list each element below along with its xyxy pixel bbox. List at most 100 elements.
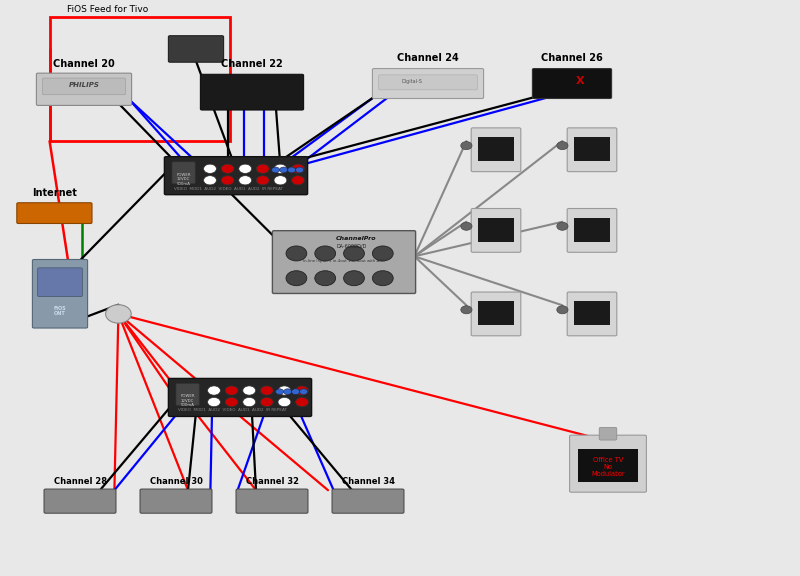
- FancyBboxPatch shape: [378, 75, 478, 90]
- Circle shape: [257, 176, 269, 185]
- FancyBboxPatch shape: [44, 489, 116, 513]
- Circle shape: [221, 176, 234, 185]
- Circle shape: [292, 164, 304, 173]
- Circle shape: [344, 271, 365, 286]
- Text: Channel 26: Channel 26: [541, 54, 603, 63]
- Circle shape: [288, 167, 295, 173]
- Circle shape: [261, 386, 273, 395]
- FancyBboxPatch shape: [471, 209, 521, 252]
- Circle shape: [243, 397, 256, 407]
- Text: In-line Input: 3 in-4out 1-in 4out with AGC: In-line Input: 3 in-4out 1-in 4out with …: [303, 259, 385, 263]
- Circle shape: [373, 246, 394, 261]
- FancyBboxPatch shape: [478, 137, 514, 161]
- Circle shape: [243, 386, 256, 395]
- Circle shape: [296, 397, 308, 407]
- Circle shape: [226, 386, 238, 395]
- FancyBboxPatch shape: [578, 449, 638, 482]
- FancyBboxPatch shape: [38, 268, 82, 297]
- Text: PHILIPS: PHILIPS: [69, 82, 99, 88]
- Circle shape: [278, 397, 291, 407]
- Text: Channel 32: Channel 32: [246, 476, 298, 486]
- FancyBboxPatch shape: [478, 301, 514, 325]
- FancyBboxPatch shape: [17, 203, 92, 223]
- Circle shape: [271, 167, 280, 173]
- Text: Channel 28: Channel 28: [54, 476, 106, 486]
- FancyBboxPatch shape: [567, 128, 617, 172]
- Text: DA-6000D/D: DA-6000D/D: [337, 243, 367, 248]
- Circle shape: [238, 176, 252, 185]
- FancyBboxPatch shape: [478, 218, 514, 241]
- FancyBboxPatch shape: [471, 292, 521, 336]
- Circle shape: [373, 271, 394, 286]
- Text: Internet: Internet: [32, 188, 77, 198]
- FancyBboxPatch shape: [599, 427, 617, 440]
- Text: Channel 20: Channel 20: [53, 59, 115, 69]
- Text: POWER
12VDC
500mA: POWER 12VDC 500mA: [180, 395, 195, 407]
- Circle shape: [275, 389, 283, 395]
- Text: FiOS Feed for Tivo: FiOS Feed for Tivo: [67, 5, 149, 14]
- FancyBboxPatch shape: [533, 69, 611, 98]
- Circle shape: [286, 271, 307, 286]
- Circle shape: [283, 389, 291, 395]
- FancyBboxPatch shape: [169, 378, 311, 416]
- Circle shape: [292, 176, 304, 185]
- FancyBboxPatch shape: [42, 78, 126, 95]
- Circle shape: [557, 142, 568, 150]
- Circle shape: [299, 389, 307, 395]
- Circle shape: [278, 386, 291, 395]
- FancyBboxPatch shape: [574, 301, 610, 325]
- FancyBboxPatch shape: [36, 73, 131, 105]
- Circle shape: [208, 397, 221, 407]
- Circle shape: [274, 164, 287, 173]
- Circle shape: [106, 305, 131, 323]
- Circle shape: [208, 386, 221, 395]
- FancyBboxPatch shape: [574, 218, 610, 241]
- Circle shape: [261, 397, 273, 407]
- FancyBboxPatch shape: [471, 128, 521, 172]
- Text: Digital-S: Digital-S: [402, 79, 422, 84]
- Circle shape: [557, 222, 568, 230]
- FancyBboxPatch shape: [172, 162, 195, 184]
- Circle shape: [461, 306, 472, 314]
- Circle shape: [557, 306, 568, 314]
- Circle shape: [292, 389, 300, 395]
- Circle shape: [274, 176, 287, 185]
- FancyBboxPatch shape: [332, 489, 404, 513]
- Circle shape: [221, 164, 234, 173]
- Text: FiOS
ONT: FiOS ONT: [54, 306, 66, 316]
- Text: Channel 34: Channel 34: [342, 476, 394, 486]
- FancyBboxPatch shape: [140, 489, 212, 513]
- FancyBboxPatch shape: [567, 209, 617, 252]
- Circle shape: [296, 386, 308, 395]
- FancyBboxPatch shape: [165, 157, 307, 195]
- FancyBboxPatch shape: [32, 259, 88, 328]
- FancyBboxPatch shape: [574, 137, 610, 161]
- FancyBboxPatch shape: [373, 69, 483, 98]
- Circle shape: [315, 246, 336, 261]
- FancyBboxPatch shape: [570, 435, 646, 492]
- Text: Channel 24: Channel 24: [397, 54, 459, 63]
- Text: VIDEO  MOD1  AUD2  VIDEO  AUD1  AUD2  IR REPEAT: VIDEO MOD1 AUD2 VIDEO AUD1 AUD2 IR REPEA…: [174, 187, 283, 191]
- FancyBboxPatch shape: [567, 292, 617, 336]
- Circle shape: [238, 164, 252, 173]
- Text: Office TV
No
Modulator: Office TV No Modulator: [591, 457, 625, 476]
- Circle shape: [280, 167, 288, 173]
- Circle shape: [203, 164, 216, 173]
- FancyBboxPatch shape: [272, 230, 416, 294]
- Circle shape: [257, 164, 269, 173]
- FancyBboxPatch shape: [236, 489, 308, 513]
- FancyBboxPatch shape: [200, 74, 304, 110]
- Text: ChannelPro: ChannelPro: [336, 236, 376, 241]
- Text: Channel 30: Channel 30: [150, 476, 202, 486]
- Text: Channel 22: Channel 22: [221, 59, 283, 69]
- Circle shape: [295, 167, 303, 173]
- FancyBboxPatch shape: [176, 384, 199, 406]
- FancyBboxPatch shape: [169, 36, 223, 62]
- Circle shape: [286, 246, 307, 261]
- Circle shape: [461, 222, 472, 230]
- Text: VIDEO  MOD1  AUD2  VIDEO  AUD1  AUD2  IR REPEAT: VIDEO MOD1 AUD2 VIDEO AUD1 AUD2 IR REPEA…: [178, 408, 287, 412]
- Circle shape: [315, 271, 336, 286]
- Circle shape: [203, 176, 216, 185]
- Circle shape: [461, 142, 472, 150]
- Text: POWER
12VDC
500mA: POWER 12VDC 500mA: [176, 173, 191, 185]
